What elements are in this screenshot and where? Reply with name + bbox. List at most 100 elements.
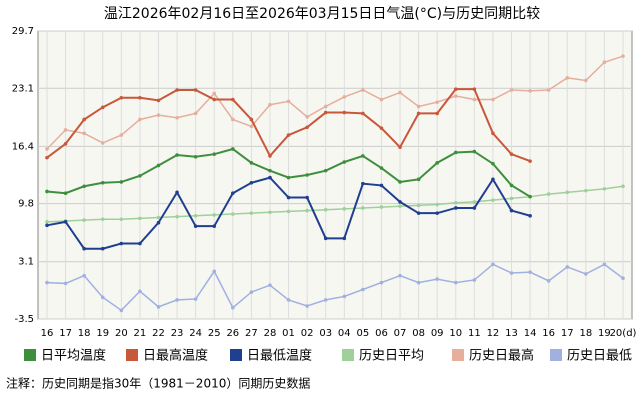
- point: [119, 217, 124, 222]
- point: [323, 104, 328, 109]
- point: [323, 207, 328, 212]
- series-line: [46, 55, 624, 150]
- point: [509, 271, 514, 275]
- point: [491, 161, 495, 166]
- point: [584, 188, 588, 193]
- point: [175, 214, 179, 219]
- point: [435, 161, 439, 165]
- point: [416, 211, 421, 215]
- point: [398, 180, 402, 184]
- chart-title: 温江2026年02月16日至2026年03月15日日气温(°C)与历史同期比较: [104, 6, 540, 22]
- point: [398, 273, 402, 278]
- point: [63, 141, 68, 146]
- point: [435, 100, 439, 104]
- y-tick-label: 3.1: [18, 257, 34, 268]
- point: [491, 177, 495, 182]
- point: [361, 206, 365, 210]
- point: [472, 97, 477, 102]
- point: [435, 277, 439, 281]
- point: [472, 200, 477, 204]
- point: [472, 206, 477, 210]
- point: [528, 270, 532, 274]
- point: [63, 128, 68, 132]
- x-tick-label: 25: [208, 328, 221, 339]
- x-tick-label: 19: [96, 328, 109, 339]
- x-tick-label: 16: [542, 328, 555, 339]
- point: [305, 125, 309, 130]
- point: [602, 60, 607, 65]
- x-tick-label: 12: [487, 328, 500, 339]
- point: [100, 105, 105, 110]
- point: [193, 154, 198, 159]
- point: [584, 78, 588, 83]
- point: [416, 203, 421, 208]
- point: [342, 294, 347, 299]
- x-tick-label: 23: [171, 328, 184, 339]
- point: [621, 276, 625, 281]
- note: 注释：历史同期是指30年（1981－2010）同期历史数据: [6, 376, 310, 391]
- point: [342, 110, 347, 115]
- point: [268, 168, 272, 173]
- point: [453, 150, 458, 155]
- point: [342, 207, 347, 211]
- point: [323, 236, 328, 241]
- x-tick-label: 06: [375, 328, 388, 339]
- point: [491, 131, 495, 136]
- point: [491, 198, 495, 202]
- x-tick-label: 20(d): [610, 328, 637, 339]
- point: [546, 279, 551, 283]
- point: [138, 95, 142, 100]
- point: [212, 224, 217, 228]
- point: [193, 297, 198, 301]
- point: [379, 205, 384, 209]
- point: [323, 168, 328, 173]
- point: [249, 161, 254, 165]
- point: [305, 173, 309, 177]
- legend-swatch: [230, 349, 242, 361]
- point: [453, 206, 458, 210]
- point: [212, 269, 217, 274]
- point: [231, 147, 235, 151]
- point: [175, 88, 179, 92]
- point: [156, 305, 161, 309]
- point: [82, 184, 86, 189]
- point: [231, 97, 235, 102]
- point: [621, 54, 625, 58]
- legend-swatch: [342, 349, 354, 361]
- point: [212, 91, 217, 96]
- x-tick-label: 05: [357, 328, 370, 339]
- point: [249, 290, 254, 294]
- x-tick-label: 28: [264, 328, 277, 339]
- point: [286, 99, 291, 104]
- point: [286, 133, 291, 137]
- x-tick-label: 20: [115, 328, 128, 339]
- point: [528, 213, 532, 218]
- legend-label: 历史日最高: [469, 348, 534, 364]
- point: [602, 262, 607, 267]
- point: [361, 181, 365, 186]
- point: [342, 160, 347, 164]
- point: [156, 215, 161, 220]
- point: [212, 97, 217, 102]
- point: [45, 280, 49, 285]
- point: [82, 131, 86, 136]
- point: [138, 216, 142, 221]
- point: [45, 155, 49, 160]
- point: [453, 87, 458, 91]
- point: [491, 262, 495, 267]
- x-tick-label: 17: [59, 328, 72, 339]
- point: [119, 241, 124, 246]
- series-line: [46, 263, 624, 312]
- point: [231, 212, 235, 216]
- point: [249, 117, 254, 122]
- point: [472, 149, 477, 154]
- point: [119, 133, 124, 137]
- point: [156, 113, 161, 117]
- point: [323, 110, 328, 115]
- x-tick-label: 07: [394, 328, 407, 339]
- legend-label: 日最低温度: [247, 348, 312, 364]
- point: [249, 124, 254, 129]
- x-tick-label: 21: [134, 328, 147, 339]
- x-tick-label: 04: [338, 328, 351, 339]
